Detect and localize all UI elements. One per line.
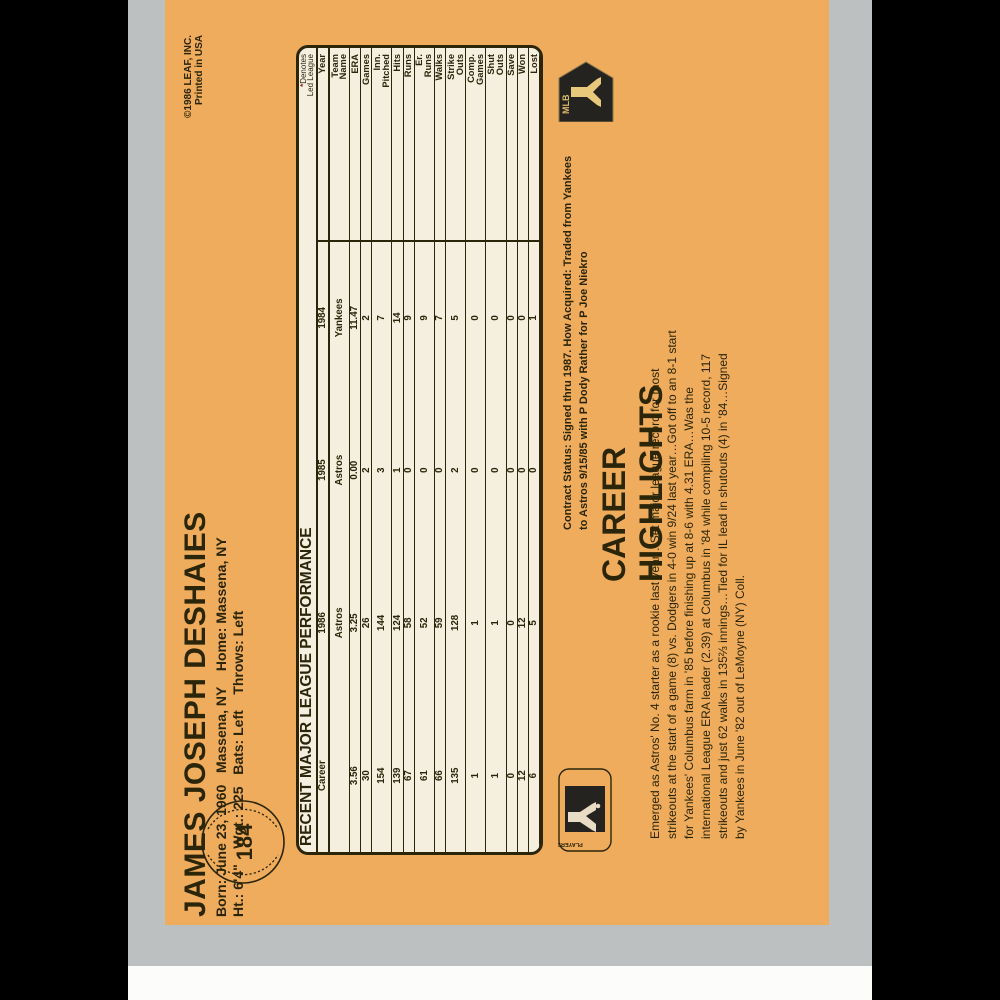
svg-text:184: 184 — [232, 823, 257, 860]
svg-text:PLAYERS: PLAYERS — [558, 841, 583, 847]
